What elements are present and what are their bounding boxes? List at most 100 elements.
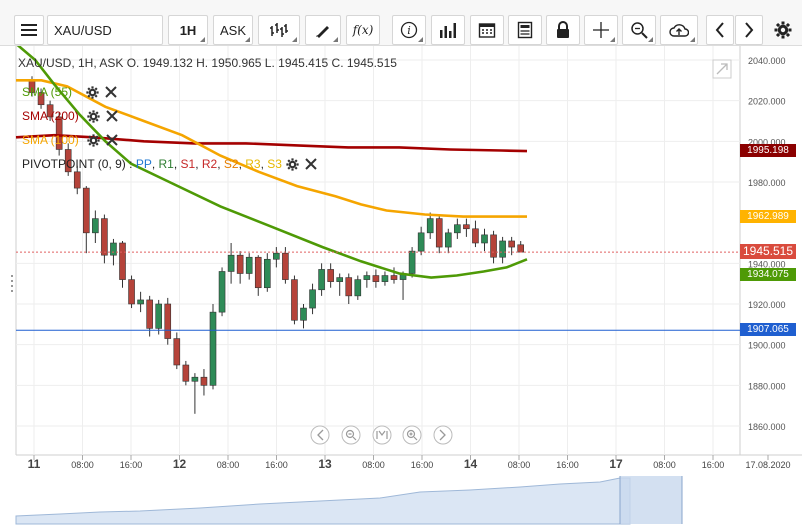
indicator-row-pivot: PIVOTPOINT (0, 9) : PP, R1, S1, R2, S2, …	[22, 152, 317, 176]
cloud-upload-button[interactable]	[660, 15, 698, 45]
gear-icon	[774, 21, 792, 39]
toolbar: XAU/USD 1H ASK f(x) i	[0, 0, 802, 46]
pivot-item-s2: S2	[223, 157, 239, 171]
left-resize-handle[interactable]	[11, 275, 13, 292]
candle-body	[354, 279, 362, 297]
lock-icon	[556, 21, 570, 39]
scroll-right-button[interactable]	[433, 425, 453, 445]
candle-body	[426, 218, 434, 234]
zoom-in-button[interactable]	[402, 425, 422, 445]
gear-icon[interactable]	[87, 133, 100, 147]
candle-body	[182, 364, 190, 382]
candle-body	[318, 269, 325, 291]
price-tick-label: 1920.000	[748, 300, 786, 310]
gear-icon[interactable]	[286, 157, 299, 171]
candle-body	[300, 307, 307, 321]
navigator-window[interactable]	[620, 476, 682, 524]
volume-button[interactable]	[431, 15, 465, 45]
candle-body	[417, 232, 425, 252]
close-icon[interactable]	[105, 86, 117, 98]
interval-selector[interactable]: 1H	[168, 15, 208, 45]
close-icon[interactable]	[105, 110, 118, 122]
time-tick-label: 16:00	[411, 460, 434, 470]
candle-body	[273, 252, 280, 260]
gear-icon[interactable]	[86, 85, 99, 99]
time-tick-label: 13	[318, 457, 332, 471]
pivot-price-label: 1907.065	[740, 323, 796, 337]
indicator-row-sma55: SMA (55)	[22, 80, 317, 104]
expand-icon[interactable]	[712, 59, 732, 79]
menu-button[interactable]	[14, 15, 44, 45]
candle-body	[408, 250, 416, 274]
sma100-price-label: 1962.989	[740, 209, 796, 223]
settings-button[interactable]	[768, 15, 798, 45]
ohlc-header: XAU/USD, 1H, ASK O. 1949.132 H. 1950.965…	[18, 56, 397, 70]
calendar-icon	[478, 21, 496, 39]
indicator-label-sma100: SMA (100)	[22, 133, 79, 147]
symbol-selector[interactable]: XAU/USD	[47, 15, 163, 45]
calendar-button[interactable]	[470, 15, 504, 45]
crosshair-button[interactable]	[584, 15, 618, 45]
prev-button[interactable]	[706, 15, 734, 45]
chart-type-button[interactable]	[258, 15, 300, 45]
pivot-item-s3: S3	[267, 157, 282, 171]
pivot-separator: :	[125, 157, 136, 171]
pivot-item-r1: R1	[158, 157, 174, 171]
fx-label: f(x)	[352, 23, 374, 37]
time-tick-label: 16:00	[120, 460, 143, 470]
candle-body	[444, 232, 452, 248]
candles	[28, 76, 525, 414]
time-tick-label: 16:00	[556, 460, 579, 470]
draw-tool-button[interactable]	[305, 15, 341, 45]
indicators-button[interactable]: f(x)	[346, 15, 380, 45]
zoom-button[interactable]	[622, 15, 656, 45]
grid	[16, 46, 740, 455]
news-button[interactable]	[508, 15, 542, 45]
sma55-price-label: 1934.075	[740, 268, 796, 282]
time-tick-label: 08:00	[71, 460, 94, 470]
candle-body	[363, 275, 371, 280]
price-tick-label: 1900.000	[748, 341, 786, 351]
indicator-row-sma200: SMA (200)	[22, 104, 317, 128]
crosshair-icon	[592, 21, 610, 39]
close-icon[interactable]	[305, 158, 317, 170]
interval-label: 1H	[179, 22, 197, 38]
info-icon: i	[400, 21, 418, 39]
candle-body	[372, 275, 380, 282]
candle-body	[55, 116, 63, 150]
price-type-selector[interactable]: ASK	[213, 15, 253, 45]
lock-button[interactable]	[546, 15, 580, 45]
candle-body	[245, 256, 253, 274]
next-button[interactable]	[735, 15, 763, 45]
indicator-label-sma200: SMA (200)	[22, 109, 79, 123]
time-tick-label: 08:00	[508, 460, 531, 470]
gear-icon[interactable]	[87, 109, 100, 123]
time-tick-label: 14	[464, 457, 478, 471]
candle-body	[191, 376, 199, 382]
price-tick-label: 2040.000	[748, 56, 786, 66]
candle-body	[227, 254, 235, 272]
candle-body	[263, 258, 271, 289]
price-chart[interactable]: 2040.000 2020.000 2000.000 1980.000 1940.000…	[0, 46, 802, 525]
candle-body	[83, 187, 90, 234]
candle-body	[463, 224, 470, 230]
nav-controls	[310, 425, 453, 445]
close-icon[interactable]	[105, 134, 118, 146]
scroll-left-button[interactable]	[310, 425, 330, 445]
price-tick-label: 2020.000	[748, 97, 786, 107]
candle-body	[236, 254, 244, 274]
candle-body	[499, 240, 506, 258]
price-tick-label: 1940.000	[748, 259, 786, 269]
candle-body	[472, 228, 479, 244]
news-icon	[517, 21, 533, 39]
zoom-icon	[630, 21, 648, 39]
price-levels	[16, 251, 740, 331]
info-button[interactable]: i	[392, 15, 426, 45]
time-tick-label: 08:00	[653, 460, 676, 470]
price-tick-label: 1880.000	[748, 381, 786, 391]
navigator[interactable]	[15, 476, 740, 525]
pivot-item-r3: R3	[245, 157, 261, 171]
zoom-out-button[interactable]	[341, 425, 361, 445]
chart-area[interactable]: 2040.000 2020.000 2000.000 1980.000 1940.000…	[0, 46, 802, 525]
reset-zoom-button[interactable]	[372, 425, 392, 445]
